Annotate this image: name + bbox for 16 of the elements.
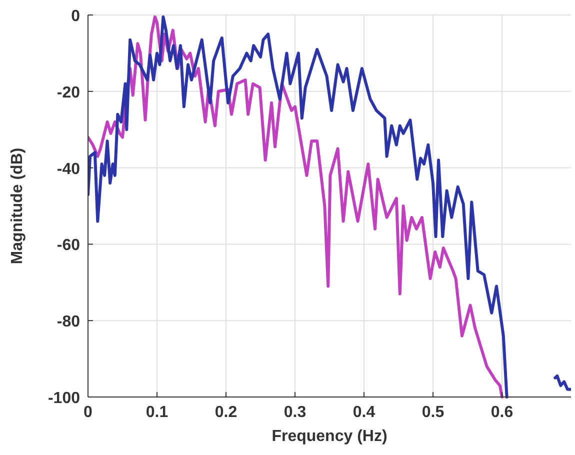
y-tick-label: 0: [71, 8, 80, 25]
y-tick-label: -20: [56, 84, 80, 102]
line-series: [554, 374, 571, 391]
y-tick-label: -80: [56, 314, 80, 331]
y-tick-label: -60: [56, 237, 80, 254]
x-tick-label: 0.5: [422, 404, 444, 421]
x-tick-label: 0: [84, 404, 93, 421]
y-tick-label: -100: [48, 390, 80, 407]
x-tick-label: 0.6: [490, 404, 514, 421]
x-tick-label: 0.4: [352, 404, 376, 421]
x-tick-label: 0.2: [214, 404, 238, 421]
x-tick-label: 0.3: [284, 404, 306, 421]
y-axis-title: Magnitude (dB): [9, 148, 26, 264]
x-axis-title: Frequency (Hz): [272, 428, 388, 445]
y-tick-label: -40: [56, 160, 80, 178]
x-tick-label: 0.1: [146, 404, 168, 421]
